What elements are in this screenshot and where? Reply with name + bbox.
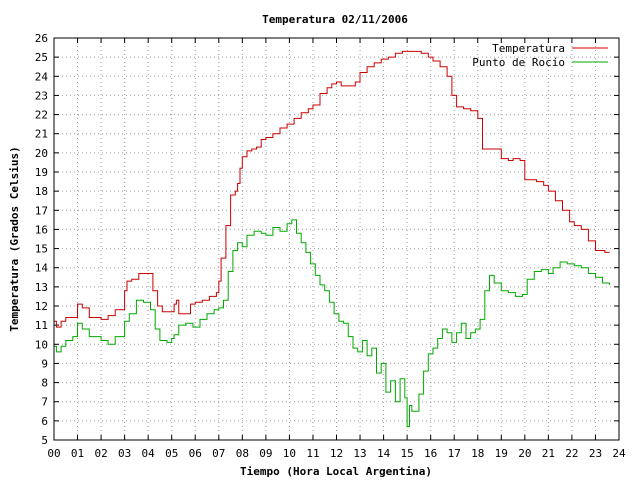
x-tick-label: 02 (94, 447, 107, 460)
x-tick-label: 07 (212, 447, 225, 460)
y-tick-label: 20 (35, 147, 48, 160)
legend-label: Temperatura (492, 42, 565, 55)
y-tick-label: 12 (35, 300, 48, 313)
x-tick-label: 18 (471, 447, 484, 460)
x-tick-label: 12 (330, 447, 343, 460)
x-tick-label: 08 (236, 447, 249, 460)
x-tick-label: 04 (142, 447, 156, 460)
x-tick-label: 05 (165, 447, 178, 460)
x-tick-label: 21 (542, 447, 555, 460)
series-line-punto-de-rocio (54, 219, 611, 428)
y-tick-label: 7 (41, 396, 48, 409)
y-tick-label: 5 (41, 434, 48, 447)
y-tick-label: 13 (35, 281, 48, 294)
x-tick-label: 19 (495, 447, 508, 460)
x-tick-label: 06 (189, 447, 202, 460)
x-tick-label: 13 (353, 447, 366, 460)
chart-title: Temperatura 02/11/2006 (262, 13, 408, 26)
y-tick-label: 11 (35, 319, 48, 332)
x-tick-label: 09 (259, 447, 272, 460)
x-tick-label: 11 (306, 447, 319, 460)
x-axis: 00 01 02 03 04 05 06 07 08 09 10 11 12 13 14 15 16 17 18 19… (47, 38, 626, 460)
y-tick-label: 21 (35, 128, 48, 141)
y-tick-label: 14 (35, 262, 49, 275)
x-tick-label: 20 (518, 447, 531, 460)
y-tick-label: 6 (41, 415, 48, 428)
y-tick-label: 8 (41, 377, 48, 390)
y-tick-label: 22 (35, 109, 48, 122)
x-tick-label: 24 (612, 447, 626, 460)
x-tick-label: 23 (589, 447, 602, 460)
x-tick-label: 01 (71, 447, 84, 460)
grid (54, 38, 619, 440)
x-tick-label: 00 (47, 447, 60, 460)
y-axis: 5 6 7 8 9 10 11 12 13 14 15 16 17 18 19 20 21 22 23 24 25 26 (35, 32, 619, 447)
legend-label: Punto de Rocío (472, 56, 565, 69)
y-tick-label: 15 (35, 243, 48, 256)
x-axis-label: Tiempo (Hora Local Argentina) (240, 465, 432, 478)
series-lines (54, 50, 611, 428)
y-tick-label: 10 (35, 338, 48, 351)
x-tick-label: 10 (283, 447, 296, 460)
y-axis-label: Temperatura (Grados Celsius) (8, 146, 21, 331)
y-tick-label: 25 (35, 51, 48, 64)
series-line-temperatura (54, 50, 610, 328)
x-tick-label: 16 (424, 447, 437, 460)
y-tick-label: 26 (35, 32, 48, 45)
y-tick-label: 19 (35, 166, 48, 179)
x-tick-label: 03 (118, 447, 131, 460)
y-tick-label: 23 (35, 89, 48, 102)
y-tick-label: 18 (35, 185, 48, 198)
x-tick-label: 17 (448, 447, 461, 460)
x-tick-label: 15 (401, 447, 414, 460)
x-tick-label: 22 (565, 447, 578, 460)
x-tick-label: 14 (377, 447, 391, 460)
y-tick-label: 16 (35, 223, 48, 236)
y-tick-label: 9 (41, 357, 48, 370)
y-tick-label: 24 (35, 70, 49, 83)
plot-frame (53, 37, 620, 441)
y-tick-label: 17 (35, 204, 48, 217)
